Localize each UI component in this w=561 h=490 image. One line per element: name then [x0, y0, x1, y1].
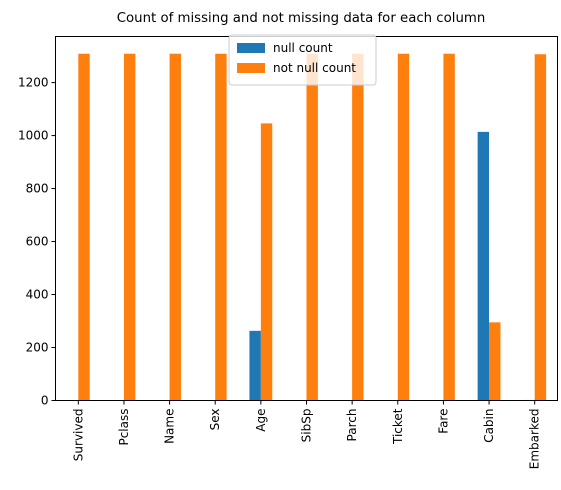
x-tick-label: Name [163, 409, 177, 444]
x-tick-label: Embarked [528, 409, 542, 470]
bar-not-null-ticket [397, 53, 410, 401]
legend-label: null count [273, 41, 333, 55]
legend-box [228, 34, 377, 86]
legend: null count not null count [228, 34, 377, 86]
y-tick-label: 0 [41, 394, 49, 408]
bar-not-null-parch [352, 53, 364, 401]
x-tick-label: SibSp [300, 409, 314, 443]
bar-not-null-cabin [489, 322, 501, 401]
x-tick-label: Pclass [117, 409, 131, 446]
y-tick-label: 1000 [18, 129, 49, 143]
y-tick-label: 1200 [18, 76, 49, 90]
legend-swatch [237, 63, 265, 73]
bar-not-null-fare [443, 53, 455, 401]
bar-not-null-embarked [534, 54, 547, 401]
bar-null-cabin [477, 131, 490, 401]
bar-not-null-sex [215, 53, 227, 401]
y-tick-label: 600 [26, 235, 49, 249]
x-tick-label: Age [254, 409, 268, 432]
x-tick-label: Cabin [482, 408, 496, 442]
x-tick-label: Sex [208, 409, 222, 431]
y-tick-label: 400 [26, 288, 49, 302]
x-tick-label: Fare [436, 409, 450, 434]
bar-null-age [249, 330, 261, 401]
bar-not-null-age [260, 123, 273, 401]
y-axis: 0 200 400 600 800 1000 1200 [18, 76, 56, 408]
x-tick-label: Survived [71, 409, 85, 462]
y-tick-label: 800 [26, 182, 49, 196]
legend-label: not null count [273, 61, 356, 75]
bar-not-null-pclass [123, 53, 136, 401]
bars-group [78, 53, 547, 401]
bar-not-null-name [169, 53, 181, 401]
y-tick-label: 200 [26, 341, 49, 355]
x-axis: Survived Pclass Name Sex Age SibSp Parch Ticket… [71, 400, 542, 470]
bar-not-null-sibsp [306, 53, 318, 401]
x-tick-label: Ticket [391, 408, 405, 445]
chart-title: Count of missing and not missing data fo… [117, 11, 486, 26]
legend-swatch [237, 43, 265, 53]
x-tick-label: Parch [345, 409, 359, 442]
bar-not-null-survived [78, 53, 90, 401]
